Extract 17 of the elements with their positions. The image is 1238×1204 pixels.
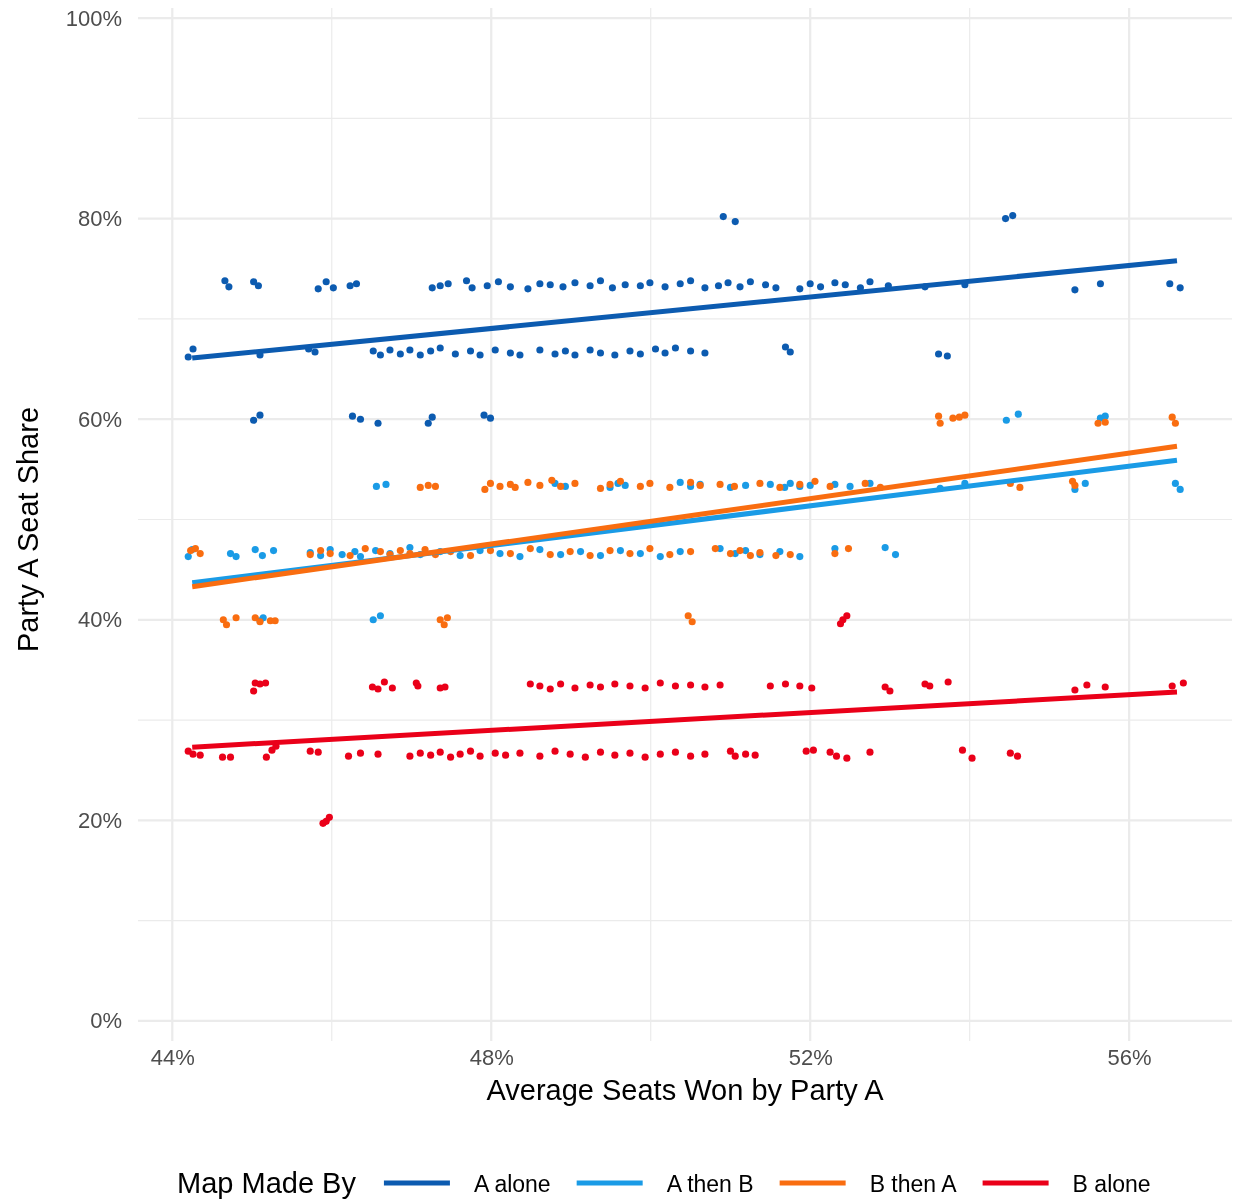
legend-title: Map Made By [177,1167,357,1199]
x-tick-label: 52% [788,1044,833,1070]
legend-label: A alone [473,1171,551,1197]
x-axis-title: Average Seats Won by Party A [486,1074,885,1106]
y-tick-label: 20% [77,807,122,833]
y-tick-label: 0% [90,1008,122,1034]
x-tick-label: 48% [469,1044,514,1070]
legend-label: B then A [869,1171,958,1197]
y-tick-label: 40% [77,607,122,633]
x-tick-label: 44% [150,1044,195,1070]
y-axis-title: Party A Seat Share [12,406,44,653]
y-tick-label: 60% [77,406,122,432]
y-tick-label: 100% [65,5,122,31]
legend-label: B alone [1072,1171,1151,1197]
legend-label: A then B [666,1171,754,1197]
x-tick-label: 56% [1107,1044,1152,1070]
y-tick-label: 80% [77,206,122,232]
